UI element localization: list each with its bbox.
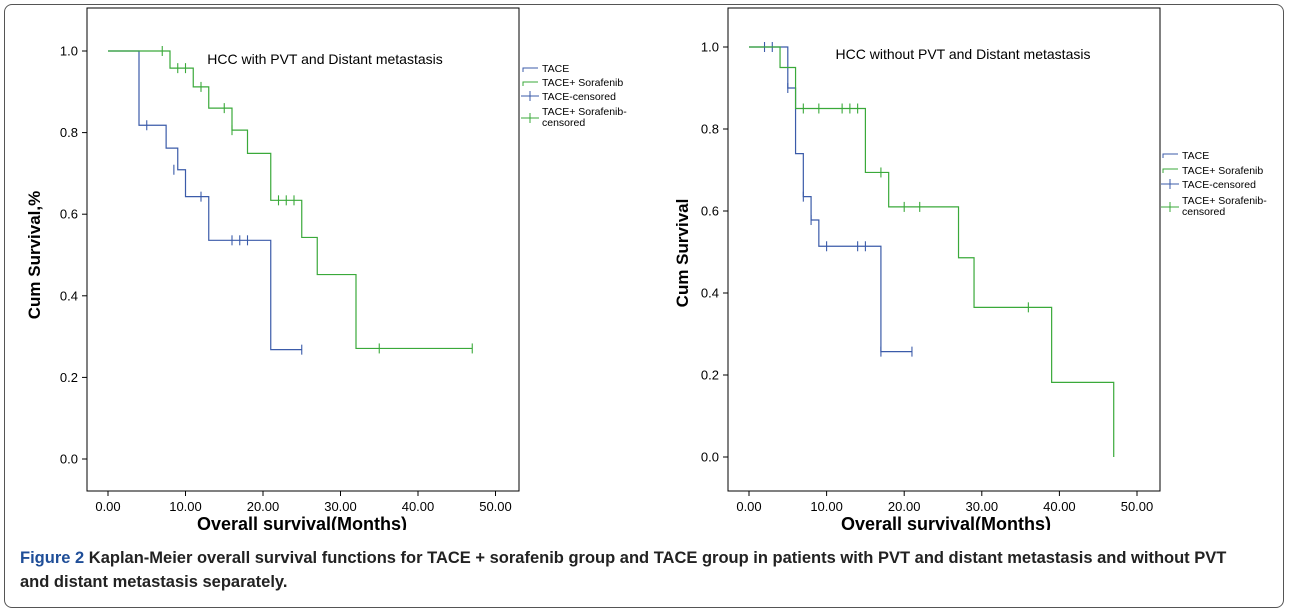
survival-curve [749, 47, 912, 352]
series-tace_sorafenib [749, 47, 1114, 457]
km-charts: HCC with PVT and Distant metastasis Over… [0, 0, 1290, 530]
caption-label: Figure 2 [20, 549, 84, 567]
curves [108, 46, 472, 355]
x-tick-label: 30.00 [324, 499, 357, 514]
series-tace [749, 42, 912, 357]
legend-item-tace: TACE [523, 63, 569, 75]
legend-label-line-2: censored [1182, 206, 1225, 218]
censor-legend-icon [521, 91, 539, 101]
chart-with-pvt: HCC with PVT and Distant metastasis Over… [25, 8, 519, 530]
survival-curve [108, 51, 472, 348]
x-ticks: 0.00 10.00 20.00 30.00 40.00 50.00 [736, 491, 1153, 514]
step-legend-icon [1163, 154, 1178, 158]
x-tick-label: 40.00 [402, 499, 435, 514]
x-tick-label: 30.00 [966, 499, 999, 514]
legend-item-tace-sorafenib-censored: TACE+ Sorafenib-censored [521, 106, 627, 129]
step-legend-icon [523, 68, 538, 72]
caption-text: Kaplan-Meier overall survival functions … [20, 549, 1226, 591]
y-tick-label: 0.6 [701, 204, 719, 219]
legend-label: TACE+ Sorafenib-censored [542, 106, 627, 129]
x-tick-label: 0.00 [95, 499, 120, 514]
censor-legend-icon [1161, 202, 1179, 212]
plot-frame [728, 8, 1160, 491]
chart-title: HCC with PVT and Distant metastasis [207, 51, 443, 67]
y-tick-label: 0.2 [701, 368, 719, 383]
legend-label-line-2: censored [542, 117, 585, 129]
x-tick-label: 50.00 [479, 499, 512, 514]
legend-item-tace-sorafenib: TACE+ Sorafenib [523, 77, 623, 89]
y-tick-label: 1.0 [60, 44, 78, 59]
legend-label: TACE [1182, 150, 1209, 162]
censor-legend-icon [1161, 179, 1179, 189]
y-ticks: 0.0 0.2 0.4 0.6 0.8 1.0 [701, 40, 728, 465]
y-axis-label: Cum Survival [673, 199, 692, 308]
y-tick-label: 0.8 [701, 122, 719, 137]
x-axis-label: Overall survival(Months) [197, 514, 407, 530]
y-axis-label: Cum Survival,% [25, 191, 44, 320]
x-tick-label: 0.00 [736, 499, 761, 514]
x-axis-label: Overall survival(Months) [841, 514, 1051, 530]
y-tick-label: 0.8 [60, 125, 78, 140]
legend-item-tace: TACE [1163, 150, 1209, 162]
series-tace_sorafenib [108, 46, 472, 353]
x-tick-label: 50.00 [1121, 499, 1154, 514]
legend-label: TACE [542, 63, 569, 75]
legend-with-pvt: TACE TACE+ Sorafenib TACE-censored TACE+… [521, 63, 627, 129]
legend-item-tace-sorafenib: TACE+ Sorafenib [1163, 165, 1263, 177]
y-tick-label: 0.2 [60, 370, 78, 385]
x-tick-label: 10.00 [169, 499, 202, 514]
chart-title: HCC without PVT and Distant metastasis [836, 46, 1091, 62]
legend-label: TACE+ Sorafenib [542, 77, 623, 89]
x-tick-label: 20.00 [247, 499, 280, 514]
step-legend-icon [523, 82, 538, 86]
x-ticks: 0.00 10.00 20.00 30.00 40.00 50.00 [95, 491, 511, 514]
y-tick-label: 0.0 [60, 452, 78, 467]
legend-label: TACE+ Sorafenib-censored [1182, 195, 1267, 218]
figure-caption: Figure 2 Kaplan-Meier overall survival f… [20, 546, 1260, 594]
x-tick-label: 20.00 [888, 499, 921, 514]
legend-item-tace-censored: TACE-censored [1161, 179, 1256, 191]
legend-item-tace-censored: TACE-censored [521, 91, 616, 103]
x-tick-label: 40.00 [1043, 499, 1076, 514]
legend-label: TACE-censored [542, 91, 616, 103]
censor-legend-icon [521, 113, 539, 123]
legend-without-pvt: TACE TACE+ Sorafenib TACE-censored TACE+… [1161, 150, 1267, 218]
y-tick-label: 0.0 [701, 450, 719, 465]
y-tick-label: 0.4 [701, 286, 719, 301]
y-tick-label: 0.6 [60, 207, 78, 222]
legend-item-tace-sorafenib-censored: TACE+ Sorafenib-censored [1161, 195, 1267, 218]
series-tace [108, 51, 302, 355]
step-legend-icon [1163, 169, 1178, 173]
plot-frame [87, 8, 519, 491]
legend-label: TACE+ Sorafenib [1182, 165, 1263, 177]
curves [749, 42, 1114, 457]
y-tick-label: 1.0 [701, 40, 719, 55]
chart-without-pvt: HCC without PVT and Distant metastasis O… [673, 8, 1160, 530]
y-tick-label: 0.4 [60, 288, 78, 303]
x-tick-label: 10.00 [810, 499, 843, 514]
y-ticks: 0.0 0.2 0.4 0.6 0.8 1.0 [60, 44, 87, 467]
legend-label: TACE-censored [1182, 179, 1256, 191]
